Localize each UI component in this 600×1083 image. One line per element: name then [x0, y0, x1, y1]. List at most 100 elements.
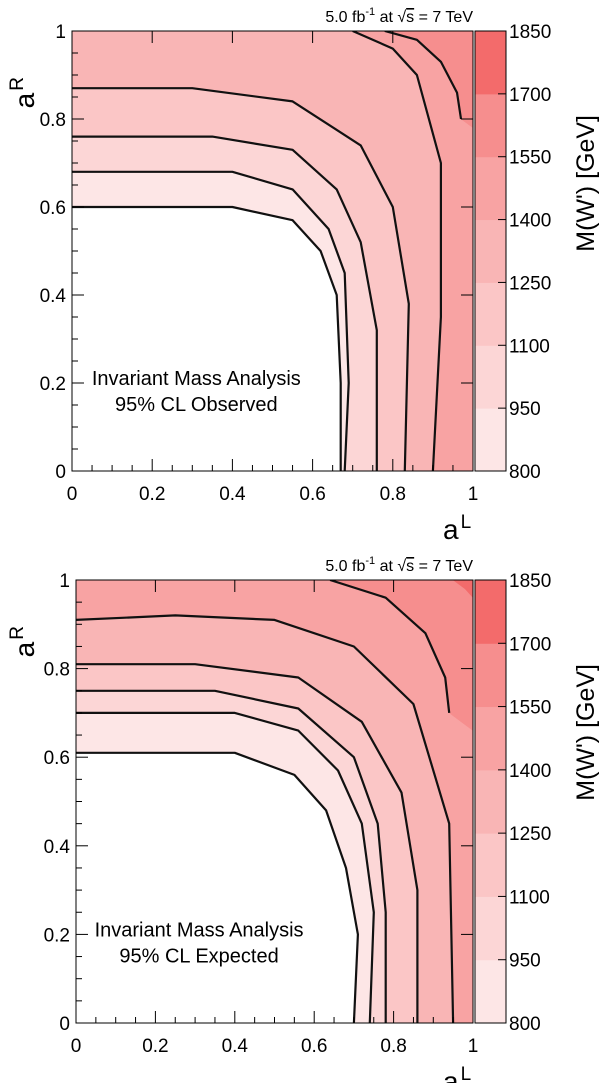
x-tick-label: 0.4 — [222, 1036, 249, 1057]
header-sqrt-s: s — [406, 9, 414, 26]
header-at: at — [375, 558, 397, 575]
z-tick-label: 1550 — [509, 148, 551, 169]
mass-band-1700 — [452, 580, 473, 599]
contour-1700 — [329, 580, 451, 714]
z-tick-label: 1700 — [509, 85, 551, 106]
x-tick-label: 0 — [71, 1036, 82, 1057]
header-energy: = 7 TeV — [414, 558, 473, 575]
color-scale-segment — [475, 219, 506, 283]
color-scale-segment — [475, 833, 506, 897]
contour-1100 — [72, 170, 350, 471]
y-tick-label: 0.2 — [44, 925, 70, 946]
x-axis-title-main: a — [443, 514, 459, 545]
x-tick-label: 0.8 — [380, 1036, 406, 1057]
x-axis-title-sup: L — [461, 1064, 472, 1083]
y-tick-label: 0.6 — [40, 198, 66, 219]
z-tick-label: 1100 — [509, 887, 550, 908]
y-tick-label: 0.4 — [40, 286, 67, 307]
z-axis-title: M(W') [GeV] — [572, 115, 600, 252]
x-tick-label: 0.6 — [299, 484, 325, 505]
z-tick-label: 800 — [509, 1014, 541, 1035]
y-tick-label: 0.8 — [44, 660, 70, 681]
y-tick-label: 0.4 — [44, 837, 71, 858]
y-tick-label: 0 — [55, 462, 66, 483]
color-scale-segment — [475, 643, 506, 708]
y-axis-title-main: a — [9, 641, 40, 657]
z-tick-label: 1100 — [509, 336, 550, 357]
annotation-line: 95% CL Expected — [119, 945, 278, 967]
z-tick-label: 1400 — [509, 761, 551, 782]
z-tick-label: 950 — [509, 399, 541, 420]
z-axis-title-text: M(W') [GeV] — [572, 115, 600, 252]
annotation-line: Invariant Mass Analysis — [95, 919, 304, 941]
y-axis-title-sup: R — [7, 626, 28, 640]
sqrt-symbol: √ — [397, 9, 406, 26]
header-sqrt-s: s — [406, 558, 414, 575]
x-axis-title-main: a — [443, 1066, 459, 1083]
y-axis-title-text: aR — [7, 77, 40, 108]
contour-1400 — [76, 663, 419, 1023]
contour-lines — [76, 580, 455, 1023]
color-scale-segment — [475, 31, 506, 95]
y-tick-label: 1 — [59, 571, 70, 592]
y-axis-title: aR — [7, 626, 40, 657]
header-lumi-exp: -1 — [365, 6, 375, 18]
annotation-line: Invariant Mass Analysis — [92, 368, 301, 390]
luminosity-header: 5.0 fb-1 at √s = 7 TeV — [325, 6, 473, 26]
z-tick-label: 950 — [509, 951, 541, 972]
y-tick-label: 0.6 — [44, 748, 70, 769]
sqrt-symbol: √ — [397, 558, 406, 575]
x-tick-label: 0.2 — [142, 1036, 168, 1057]
color-scale-segment — [475, 959, 506, 1024]
header-lumi: 5.0 fb — [325, 9, 365, 26]
color-scale-segment — [475, 706, 506, 771]
color-scale-segment — [475, 282, 506, 346]
header-lumi-exp: -1 — [365, 555, 375, 567]
color-scale-frame — [474, 579, 507, 1024]
z-tick-label: 1400 — [509, 211, 551, 232]
z-axis-title-text: M(W') [GeV] — [572, 664, 600, 801]
contour-1550 — [352, 31, 442, 471]
x-tick-label: 0.6 — [301, 1036, 327, 1057]
header-at: at — [375, 9, 397, 26]
y-axis-title-main: a — [9, 92, 40, 108]
y-axis-title: aR — [7, 77, 40, 108]
contour-1250 — [72, 135, 378, 471]
color-scale-segment — [475, 896, 506, 961]
luminosity-header: 5.0 fb-1 at √s = 7 TeV — [325, 555, 473, 575]
contour-1250 — [76, 689, 387, 1023]
y-tick-label: 0 — [59, 1014, 70, 1035]
z-axis-title: M(W') [GeV] — [572, 664, 600, 801]
z-tick-label: 1850 — [509, 22, 551, 43]
contour-1100 — [76, 711, 375, 1023]
z-tick-label: 1700 — [509, 634, 551, 655]
color-scale-segment — [475, 156, 506, 221]
contour-1400 — [72, 87, 410, 471]
annotation-line: 95% CL Observed — [115, 394, 278, 416]
x-tick-label: 0.2 — [139, 484, 165, 505]
x-tick-label: 0.4 — [219, 484, 246, 505]
color-scale-segment — [475, 93, 506, 158]
y-axis-title-sup: R — [7, 77, 28, 91]
color-scale-frame — [474, 30, 507, 472]
y-tick-label: 0.2 — [40, 374, 66, 395]
y-tick-label: 1 — [55, 22, 66, 43]
z-tick-label: 1250 — [509, 824, 551, 845]
x-tick-label: 0.8 — [380, 484, 406, 505]
color-scale-segment — [475, 345, 506, 409]
x-axis-title-sup: L — [461, 512, 472, 533]
x-tick-label: 0 — [67, 484, 78, 505]
header-energy: = 7 TeV — [414, 9, 473, 26]
color-scale-segment — [475, 769, 506, 834]
x-tick-label: 1 — [468, 484, 479, 505]
y-axis-title-text: aR — [7, 626, 40, 657]
contour-950 — [76, 751, 359, 1023]
header-lumi: 5.0 fb — [325, 558, 365, 575]
contour-1550 — [76, 614, 455, 1023]
z-tick-label: 1250 — [509, 273, 551, 294]
contour-1700 — [384, 31, 463, 120]
